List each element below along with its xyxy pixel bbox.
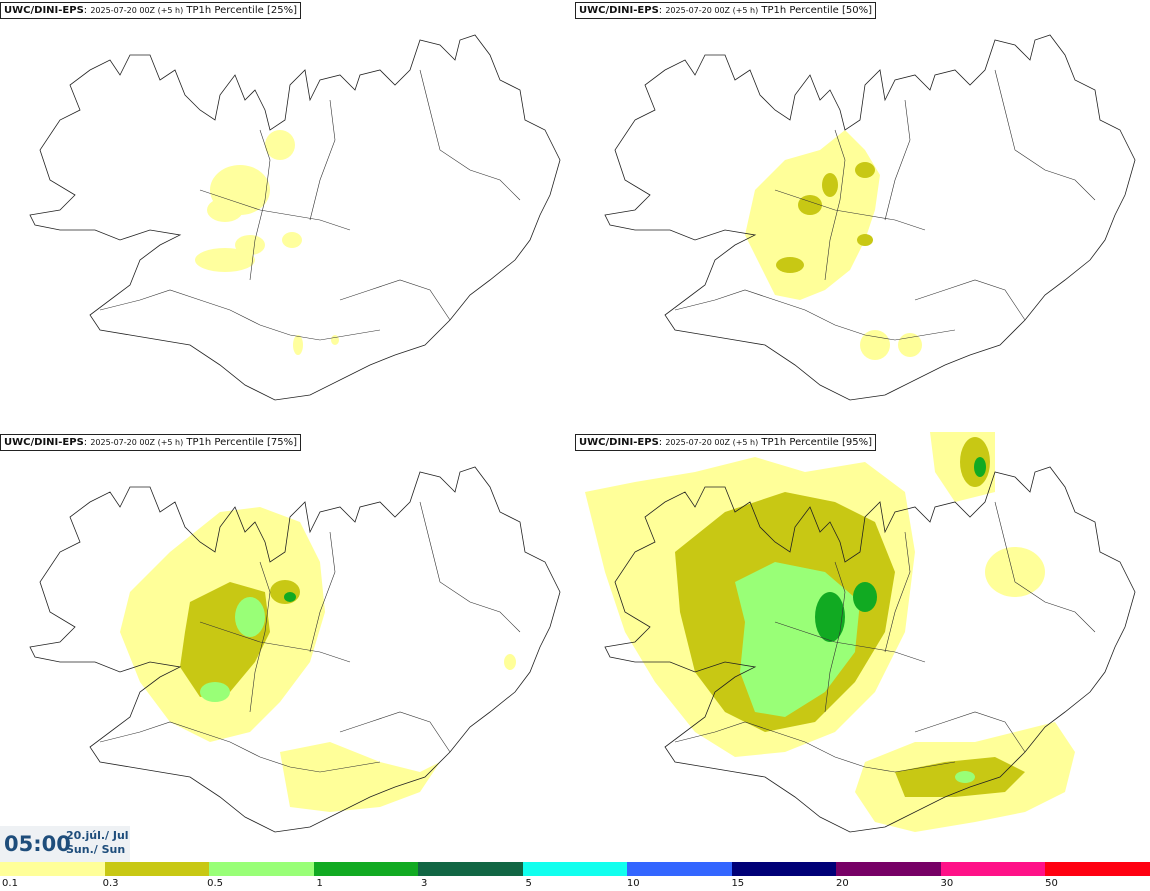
legend-swatch — [1045, 862, 1150, 876]
valid-time-date: 20.júl./ Jul Sun./ Sun — [66, 829, 129, 857]
map-panel-95: UWC/DINI-EPS: 2025-07-20 00Z (+5 h) TP1h… — [575, 432, 1150, 862]
legend-label: 30 — [940, 878, 954, 889]
valid-time-box: 05:00 20.júl./ Jul Sun./ Sun — [0, 826, 130, 862]
legend-label: 50 — [1045, 878, 1058, 889]
panel-title: UWC/DINI-EPS: 2025-07-20 00Z (+5 h) TP1h… — [575, 434, 876, 451]
legend-swatch — [731, 862, 837, 876]
date-line-1: 20.júl./ Jul — [66, 829, 129, 842]
precip-area — [745, 130, 922, 360]
legend-label: 3 — [420, 878, 428, 889]
iceland-map-25 — [29, 34, 561, 401]
legend-label: 0.1 — [2, 878, 18, 889]
map-panel-25: UWC/DINI-EPS: 2025-07-20 00Z (+5 h) TP1h… — [0, 0, 575, 430]
legend-swatch — [627, 862, 733, 876]
legend-swatch — [522, 862, 628, 876]
iceland-map-95 — [585, 432, 1136, 833]
precip-area — [585, 432, 1075, 832]
legend-label: 5 — [525, 878, 532, 889]
legend-swatch — [940, 862, 1046, 876]
legend-label: 10 — [626, 878, 640, 889]
panel-title: UWC/DINI-EPS: 2025-07-20 00Z (+5 h) TP1h… — [0, 2, 301, 19]
valid-time-clock: 05:00 — [4, 832, 71, 856]
precip-area — [195, 130, 339, 355]
legend-label: 1 — [316, 878, 323, 889]
legend-swatch — [209, 862, 315, 876]
color-scale-bar — [0, 862, 1150, 876]
iceland-map-50 — [604, 34, 1136, 401]
legend-swatch — [836, 862, 942, 876]
legend-swatch — [104, 862, 210, 876]
legend-swatch — [418, 862, 524, 876]
legend-label: 0.3 — [102, 878, 119, 889]
panel-title: UWC/DINI-EPS: 2025-07-20 00Z (+5 h) TP1h… — [575, 2, 876, 19]
panel-title: UWC/DINI-EPS: 2025-07-20 00Z (+5 h) TP1h… — [0, 434, 301, 451]
legend-swatch — [313, 862, 419, 876]
legend-label: 20 — [835, 878, 849, 889]
map-panel-75: UWC/DINI-EPS: 2025-07-20 00Z (+5 h) TP1h… — [0, 432, 575, 862]
legend-label: 0.5 — [207, 878, 224, 889]
legend-swatch — [0, 862, 106, 876]
map-panel-50: UWC/DINI-EPS: 2025-07-20 00Z (+5 h) TP1h… — [575, 0, 1150, 430]
date-line-2: Sun./ Sun — [66, 843, 126, 856]
legend-label: 15 — [731, 878, 745, 889]
precip-area — [120, 507, 516, 812]
iceland-map-75 — [29, 466, 561, 833]
